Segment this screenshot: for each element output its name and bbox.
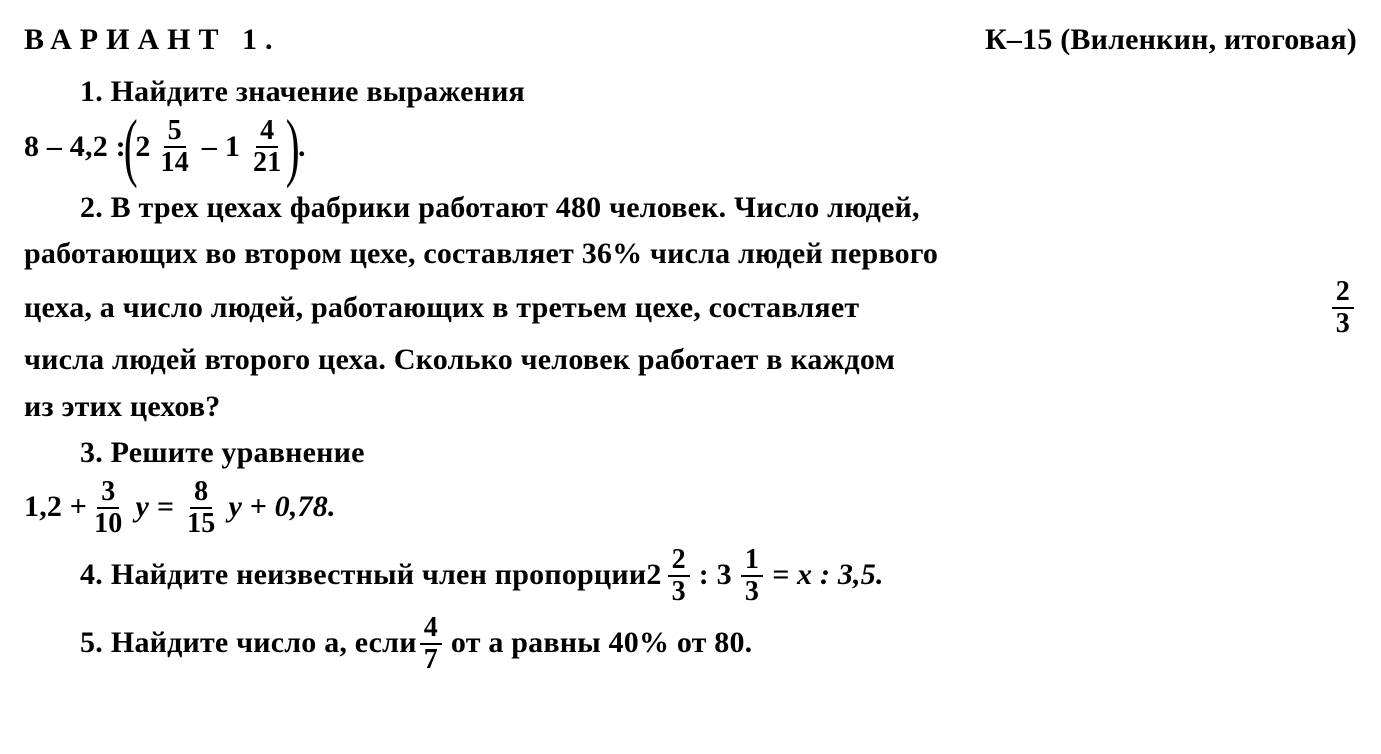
problem-4: 4. Найдите неизвестный член пропорции 2 … — [80, 546, 1357, 606]
problem-number: 2. — [80, 191, 103, 224]
text-2: от a равны 40% от 80. — [451, 621, 752, 665]
right-label: К–15 (Виленкин, итоговая) — [985, 18, 1357, 62]
problem-1-expression: 8 – 4,2 : ( 2 5 14 – 1 4 21 ) . — [24, 117, 1357, 178]
fraction-1-3: 1 3 — [741, 546, 763, 606]
problem-text: Найдите неизвестный член пропорции — [111, 553, 646, 597]
problem-3-equation: 1,2 + 3 10 y = 8 15 y + 0,78. — [24, 478, 1357, 538]
denominator: 3 — [741, 577, 763, 606]
mixed-fraction-2-2-3: 2 2 3 — [646, 546, 692, 606]
denominator: 3 — [1332, 309, 1354, 338]
eq-c: y + 0,78. — [228, 485, 335, 529]
variant-label: ВАРИАНТ 1. — [24, 18, 280, 62]
mixed-fraction-1: 2 5 14 — [135, 117, 196, 177]
numerator: 2 — [1332, 278, 1354, 309]
numerator: 4 — [420, 614, 442, 645]
problem-2-line-1: 2. В трех цехах фабрики работают 480 чел… — [24, 186, 1357, 230]
fraction-2: 4 21 — [249, 117, 285, 177]
problem-2-line-3: цеха, а число людей, работающих в третье… — [24, 278, 1357, 338]
fraction: 2 3 — [668, 546, 690, 606]
problem-2-line-2: работающих во втором цехе, составляет 36… — [24, 232, 1357, 276]
fraction-8-15: 8 15 — [183, 478, 219, 538]
problem-number: 3. — [80, 436, 103, 469]
problem-3-text: 3. Решите уравнение — [24, 431, 1357, 475]
fraction-3-10: 3 10 — [90, 478, 126, 538]
numerator: 5 — [164, 117, 186, 148]
problem-5: 5. Найдите число a, если 4 7 от a равны … — [80, 614, 1357, 674]
denominator: 21 — [249, 148, 285, 177]
right-paren-icon: ) — [286, 117, 300, 178]
denominator: 7 — [420, 645, 442, 674]
problem-text: Найдите значение выражения — [111, 75, 525, 108]
text: В трех цехах фабрики работают 480 челове… — [111, 191, 920, 224]
text: цеха, а число людей, работающих в третье… — [24, 286, 859, 330]
problem-1-text: 1. Найдите значение выражения — [24, 70, 1357, 114]
problem-number: 4. — [80, 553, 103, 597]
problem-number: 1. — [80, 75, 103, 108]
left-paren-icon: ( — [124, 117, 138, 178]
denominator: 3 — [668, 577, 690, 606]
eq-b: y = — [136, 485, 175, 529]
denominator: 15 — [183, 509, 219, 538]
header-row: ВАРИАНТ 1. К–15 (Виленкин, итоговая) — [24, 18, 1357, 62]
minus-op: – 1 — [202, 125, 240, 169]
numerator: 8 — [190, 478, 212, 509]
eq-a: 1,2 + — [24, 485, 87, 529]
problem-2-line-4: числа людей второго цеха. Сколько челове… — [24, 338, 1357, 382]
fraction-4-7: 4 7 — [420, 614, 442, 674]
denominator: 14 — [157, 148, 193, 177]
problem-text: Решите уравнение — [111, 436, 365, 469]
document-page: ВАРИАНТ 1. К–15 (Виленкин, итоговая) 1. … — [0, 0, 1381, 702]
whole-part: 2 — [646, 553, 661, 597]
expr-lead: 8 – 4,2 : — [24, 125, 126, 169]
denominator: 10 — [90, 509, 126, 538]
text-1: Найдите число a, если — [111, 621, 417, 665]
fraction-2-3: 2 3 — [1332, 278, 1354, 338]
numerator: 1 — [741, 546, 763, 577]
fraction: 5 14 — [157, 117, 193, 177]
numerator: 2 — [668, 546, 690, 577]
eq-tail: = x : 3,5. — [772, 553, 884, 597]
problem-2-line-5: из этих цехов? — [24, 385, 1357, 429]
numerator: 4 — [256, 117, 278, 148]
numerator: 3 — [97, 478, 119, 509]
t1: Найдите число a, если — [111, 626, 417, 659]
colon-op: : 3 — [699, 553, 732, 597]
problem-number: 5. — [80, 621, 103, 665]
